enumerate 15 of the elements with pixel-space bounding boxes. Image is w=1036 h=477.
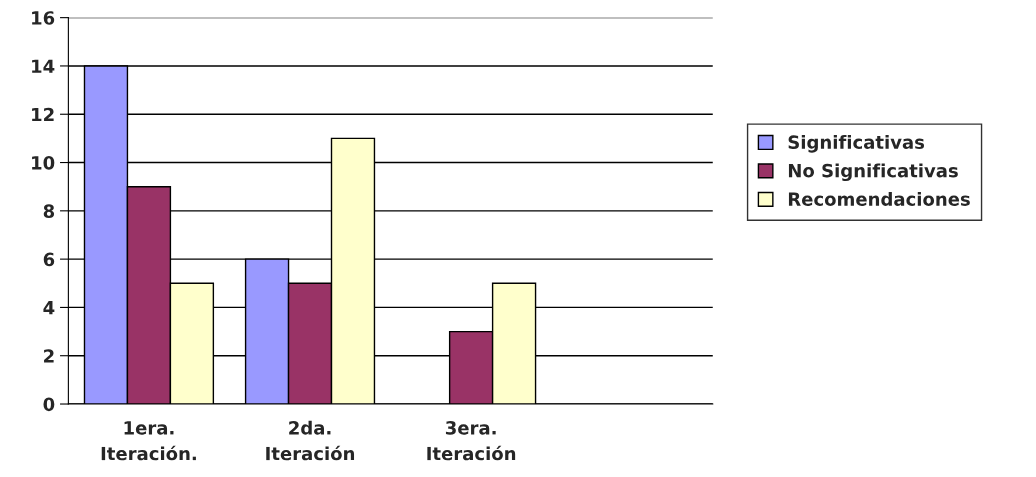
x-tick-label: 2da. Iteración bbox=[266, 420, 355, 461]
y-tick-label: 16 bbox=[32, 11, 55, 25]
legend-label: Recomendaciones bbox=[788, 191, 970, 206]
x-tick-label: 3era. Iteración bbox=[427, 421, 516, 461]
y-tick-label: 12 bbox=[32, 107, 54, 122]
y-tick-label: 4 bbox=[43, 301, 55, 315]
legend-label: Significativas bbox=[788, 135, 925, 153]
y-tick-label: 6 bbox=[43, 252, 55, 267]
y-tick-label: 0 bbox=[43, 397, 55, 412]
y-tick-label: 10 bbox=[32, 156, 55, 170]
y-tick-label: 14 bbox=[32, 59, 55, 73]
x-tick-label: 1era. Iteración. bbox=[101, 421, 196, 461]
y-tick-label: 2 bbox=[44, 349, 54, 363]
legend-label: No Significativas bbox=[788, 163, 958, 182]
y-tick-label: 8 bbox=[43, 204, 55, 218]
